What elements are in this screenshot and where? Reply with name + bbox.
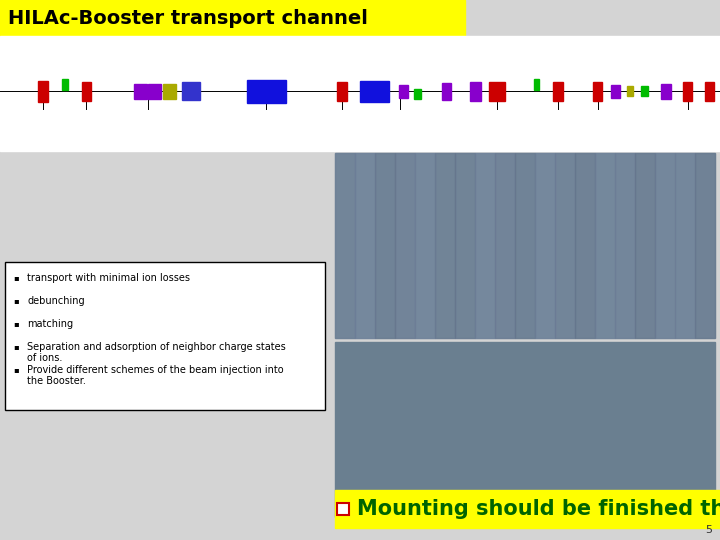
Bar [655,153,675,338]
Bar [515,153,535,338]
Bar [495,153,515,338]
Bar [335,153,715,338]
Text: ▪: ▪ [13,342,19,352]
Text: ▪: ▪ [13,366,19,375]
Bar [441,83,451,100]
Bar [148,84,161,99]
Bar [335,153,355,338]
Bar [595,153,615,338]
Bar [337,82,347,100]
Text: of ions.: of ions. [27,353,63,363]
Bar [0,0,465,36]
Bar [355,153,375,338]
Bar [455,153,475,338]
Bar [395,153,415,338]
Text: matching: matching [27,319,73,329]
Text: transport with minimal ion losses: transport with minimal ion losses [27,273,190,283]
Text: 5: 5 [705,525,712,535]
Bar [555,153,575,338]
Bar [554,82,563,100]
Bar [626,86,634,96]
Bar [641,86,648,96]
Bar [575,153,595,338]
Bar [705,82,714,100]
Bar [475,153,495,338]
Bar [163,84,176,99]
Bar [435,153,455,338]
Bar [675,153,695,338]
Bar [181,82,200,100]
Bar [62,79,68,90]
Bar [0,36,720,151]
Text: Mounting should be finished this month: Mounting should be finished this month [357,499,720,519]
Bar [134,84,147,99]
Text: Provide different schemes of the beam injection into: Provide different schemes of the beam in… [27,365,284,375]
Text: HILAc-Booster transport channel: HILAc-Booster transport channel [8,9,368,28]
Bar [375,153,395,338]
Bar [360,81,389,102]
Bar [415,89,420,99]
Bar [534,79,539,90]
Bar [593,82,603,100]
Text: ▪: ▪ [13,320,19,328]
Bar [5,262,325,410]
Bar [38,81,48,102]
Bar [662,84,671,99]
Bar [470,82,481,100]
Bar [0,151,330,410]
Bar [535,153,555,338]
Bar [415,153,435,338]
Bar [635,153,655,338]
Bar [335,490,720,528]
Bar [246,80,287,103]
Bar [611,85,621,98]
Bar [683,82,693,100]
Bar [695,153,715,338]
Text: the Booster.: the Booster. [27,376,86,386]
Bar [489,82,505,100]
Bar [615,153,635,338]
Text: Separation and adsorption of neighbor charge states: Separation and adsorption of neighbor ch… [27,342,286,352]
Text: debunching: debunching [27,296,85,306]
Bar [399,85,408,98]
Bar [337,503,349,515]
Text: ▪: ▪ [13,273,19,282]
Bar [82,82,91,100]
Text: ▪: ▪ [13,296,19,306]
Bar [335,342,715,517]
